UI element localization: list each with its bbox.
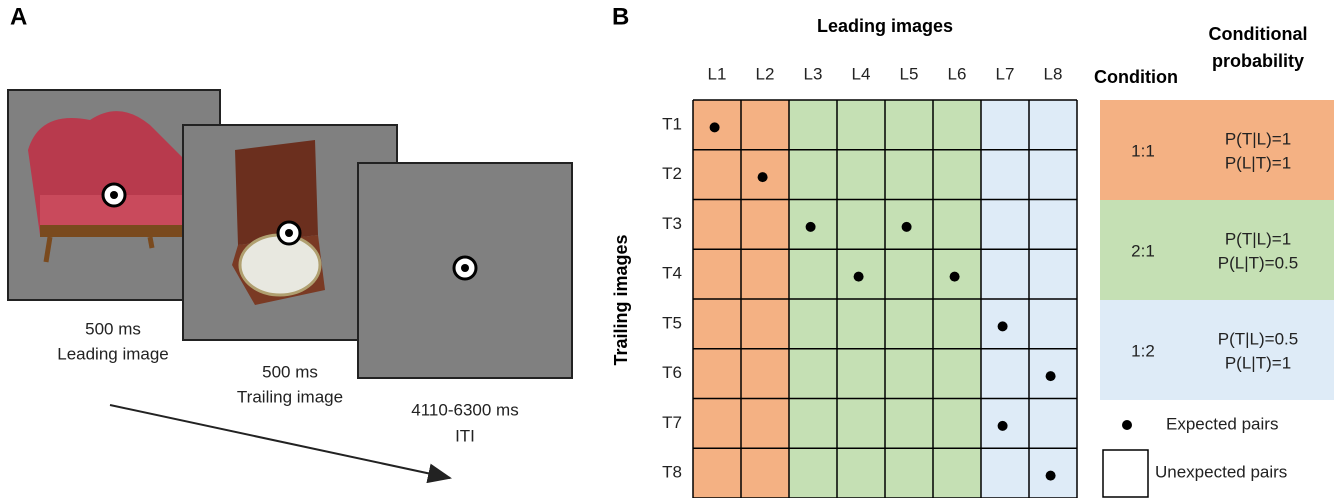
expected-dot: [709, 122, 720, 133]
probability: P(L|T)=0.5: [1218, 253, 1298, 272]
fixation: [452, 255, 478, 281]
expected-dot: [1045, 371, 1056, 382]
time-arrow: [109, 404, 452, 484]
row-label: T7: [662, 413, 682, 432]
row-label: T3: [662, 214, 682, 233]
expected-dot: [949, 271, 960, 282]
expected-dot: [757, 172, 768, 183]
expected-dot: [1045, 470, 1056, 481]
column-title: Leading images: [817, 16, 953, 36]
column-label: L6: [948, 64, 967, 83]
row-title: Trailing images: [611, 234, 631, 365]
row-label: T1: [662, 114, 682, 133]
probability: P(L|T)=1: [1225, 153, 1291, 172]
condition-box: [1100, 100, 1334, 200]
row-label: T5: [662, 313, 682, 332]
expected-dot: [853, 271, 864, 282]
panel-label: B: [612, 3, 629, 30]
column-label: L4: [852, 64, 871, 83]
column-label: L1: [708, 64, 727, 83]
expected-dot: [997, 321, 1008, 332]
column-label: L3: [804, 64, 823, 83]
panel-label: A: [10, 3, 27, 30]
column-label: L8: [1044, 64, 1063, 83]
legend-header: Condition: [1094, 67, 1178, 87]
legend-header: Conditional: [1209, 24, 1308, 44]
fixation: [276, 220, 302, 246]
expected-dot: [997, 420, 1008, 431]
row-label: T6: [662, 363, 682, 382]
legend-text: Unexpected pairs: [1155, 462, 1287, 481]
condition-ratio: 2:1: [1131, 241, 1155, 260]
row-label: T2: [662, 164, 682, 183]
legend-box: [1102, 449, 1149, 498]
fixation: [101, 182, 127, 208]
legend-text: Expected pairs: [1166, 414, 1278, 433]
column-label: L5: [900, 64, 919, 83]
sofa-image: [28, 111, 185, 263]
condition-box: [1100, 300, 1334, 400]
duration: 500 ms: [262, 362, 318, 381]
caption: Trailing image: [237, 387, 343, 406]
duration: 500 ms: [85, 319, 141, 338]
probability: P(T|L)=0.5: [1218, 329, 1298, 348]
expected-dot: [805, 221, 816, 232]
row-label: T4: [662, 264, 682, 283]
compass-image: [232, 140, 325, 305]
probability: P(T|L)=1: [1225, 229, 1291, 248]
caption: Leading image: [57, 344, 169, 363]
column-label: L7: [996, 64, 1015, 83]
probability: P(L|T)=1: [1225, 353, 1291, 372]
condition-ratio: 1:1: [1131, 141, 1155, 160]
row-label: T8: [662, 463, 682, 482]
condition-ratio: 1:2: [1131, 341, 1155, 360]
legend-dot: [1122, 420, 1132, 430]
expected-dot: [901, 221, 912, 232]
caption: ITI: [455, 426, 475, 445]
column-label: L2: [756, 64, 775, 83]
legend-header: probability: [1212, 51, 1304, 71]
probability: P(T|L)=1: [1225, 129, 1291, 148]
duration: 4110-6300 ms: [411, 400, 518, 419]
condition-box: [1100, 200, 1334, 300]
